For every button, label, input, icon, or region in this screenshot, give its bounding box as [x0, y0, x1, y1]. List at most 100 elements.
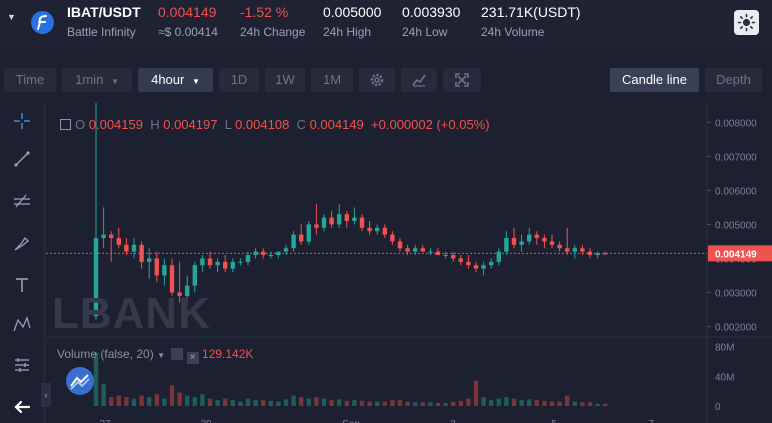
- ohlc-legend: O 0.004159 H 0.004197 L 0.004108 C 0.004…: [60, 117, 490, 132]
- chevron-down-icon: ▼: [110, 77, 119, 86]
- candle-body: [466, 261, 471, 266]
- time-button[interactable]: Time: [4, 68, 56, 92]
- collapse-legend-icon[interactable]: [60, 119, 71, 130]
- volume-bar: [261, 400, 266, 406]
- time-tick-label: 7: [648, 419, 654, 423]
- time-tick-label: 29: [200, 419, 212, 423]
- price-tick-label: 0.006000: [715, 186, 757, 197]
- volume-bar: [291, 395, 296, 406]
- volume-bar: [177, 392, 182, 406]
- volume-bar: [139, 395, 144, 406]
- candle-body: [131, 244, 137, 252]
- candle-body: [572, 248, 577, 252]
- candle-body: [169, 265, 175, 293]
- candle-body: [124, 244, 129, 252]
- settings-icon[interactable]: [359, 68, 395, 92]
- volume-bar: [443, 403, 448, 406]
- theme-toggle-icon[interactable]: [734, 10, 759, 35]
- volume-bar: [458, 400, 463, 406]
- volume-tick-label: 40M: [715, 372, 734, 383]
- coin-logo-icon: [31, 11, 54, 34]
- candle-body: [223, 261, 228, 269]
- crosshair-icon[interactable]: [11, 110, 33, 132]
- volume-legend: Volume (false, 20) ▼ × 129.142K: [57, 347, 253, 364]
- volume-bar: [124, 397, 129, 406]
- volume-bar: [481, 397, 486, 406]
- interval-1w-button[interactable]: 1W: [265, 68, 305, 92]
- volume-bar: [390, 400, 395, 406]
- interval-1min-dropdown[interactable]: 1min ▼: [62, 68, 132, 92]
- volume-bar: [595, 403, 600, 406]
- change-label: 24h Change: [240, 25, 306, 39]
- last-price-badge: [708, 245, 772, 262]
- candle-body: [101, 234, 106, 239]
- candle-body: [154, 258, 159, 276]
- volume-indicator-value: 129.142K: [202, 347, 254, 361]
- candle-line-button[interactable]: Candle line: [610, 68, 699, 92]
- change-value: -1.52 %: [240, 4, 289, 20]
- pen-tool-icon[interactable]: [11, 232, 33, 254]
- candle-body: [420, 248, 425, 252]
- candle-body: [443, 255, 448, 257]
- depth-button[interactable]: Depth: [705, 68, 762, 92]
- chevron-down-icon: ▼: [191, 77, 200, 86]
- volume-bar: [93, 352, 99, 406]
- volume-bar: [169, 385, 175, 406]
- price-chart[interactable]: 0.0080000.0070000.0060000.0050000.004000…: [46, 103, 772, 423]
- interval-4hour-dropdown[interactable]: 4hour ▼: [138, 68, 213, 92]
- volume-bar: [154, 394, 159, 406]
- volume-bar: [587, 402, 593, 406]
- collapse-panel-button[interactable]: ‹: [41, 383, 51, 407]
- interval-1d-button[interactable]: 1D: [219, 68, 259, 92]
- volume-bar: [147, 397, 152, 406]
- volume-bar: [603, 403, 608, 406]
- measure-tool-icon[interactable]: [11, 354, 33, 376]
- settings-icon[interactable]: [171, 348, 184, 360]
- candle-body: [382, 227, 387, 235]
- indicators-icon[interactable]: [401, 68, 437, 92]
- pair-symbol[interactable]: IBAT/USDT: [67, 4, 141, 20]
- ohlc-change: +0.000002 (+0.05%): [371, 117, 490, 132]
- volume-bar: [565, 395, 570, 406]
- fib-tool-icon[interactable]: [11, 190, 33, 212]
- interval-1m-button[interactable]: 1M: [311, 68, 353, 92]
- volume-bar: [367, 401, 372, 406]
- back-arrow-icon[interactable]: [11, 396, 33, 418]
- candlestick-chart[interactable]: 0.0080000.0070000.0060000.0050000.004000…: [46, 103, 772, 423]
- market-header: ▼ IBAT/USDT Battle Infinity 0.004149 ≈$ …: [0, 0, 772, 52]
- candle-body: [230, 261, 235, 269]
- pattern-tool-icon[interactable]: [11, 314, 33, 336]
- time-tick-label: 5: [551, 419, 557, 423]
- chart-toolbar: Time 1min ▼ 4hour ▼ 1D 1W 1M Candle line…: [0, 58, 772, 102]
- ohlc-o-label: O: [75, 117, 86, 132]
- volume-tick-label: 0: [715, 402, 721, 413]
- chevron-down-icon[interactable]: ▼: [157, 351, 165, 360]
- volume-bar: [245, 398, 251, 406]
- volume-tick-label: 80M: [715, 343, 734, 354]
- close-icon[interactable]: ×: [186, 352, 199, 364]
- time-tick-label: 3: [450, 419, 456, 423]
- candle-body: [534, 234, 539, 239]
- high-value: 0.005000: [323, 4, 382, 20]
- candle-body: [147, 258, 152, 262]
- candle-body: [314, 224, 319, 228]
- time-tick-label: Sep: [342, 419, 360, 423]
- volume-bar: [215, 400, 220, 406]
- chevron-down-icon[interactable]: ▼: [7, 12, 16, 22]
- lbank-watermark: LBANK: [52, 289, 211, 338]
- candle-body: [549, 241, 555, 245]
- volume-bar: [337, 399, 342, 406]
- fullscreen-icon[interactable]: [443, 68, 481, 92]
- candle-body: [109, 234, 114, 239]
- candle-body: [519, 241, 524, 245]
- line-tool-icon[interactable]: [11, 148, 33, 170]
- volume-bar: [511, 398, 517, 406]
- text-tool-icon[interactable]: [11, 274, 33, 296]
- candle-body: [428, 251, 433, 253]
- ohlc-close: 0.004149: [309, 117, 364, 132]
- low-label: 24h Low: [402, 25, 448, 39]
- volume-bar: [489, 400, 494, 406]
- candle-body: [185, 285, 190, 296]
- candle-body: [390, 234, 395, 242]
- price-tick-label: 0.007000: [715, 152, 757, 163]
